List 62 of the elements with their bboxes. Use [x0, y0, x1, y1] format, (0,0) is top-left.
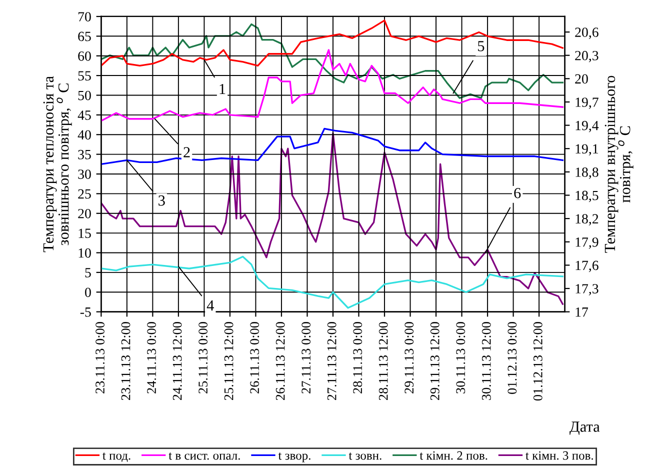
y-tick-label: 25 — [78, 189, 91, 199]
legend-label: t зовн. — [348, 452, 382, 460]
y2-tick-label: 20,6 — [575, 28, 598, 39]
x-tick-label: 23.11.13 0:00 — [96, 322, 105, 394]
annotation: 6 — [514, 188, 521, 198]
x-tick-label: 01.12.13 0:00 — [508, 322, 517, 394]
x-tick-label: 30.11.13 0:00 — [456, 322, 466, 394]
x-tick-label: 23.11.13 12:00 — [121, 322, 130, 400]
annotation: 1 — [220, 84, 226, 94]
annotation: 4 — [206, 300, 214, 310]
y-tick-label: 55 — [78, 71, 91, 81]
x-tick-label: 27.11.13 0:00 — [302, 322, 311, 394]
y-tick-label: 35 — [78, 150, 91, 160]
x-tick-label: 25.11.13 12:00 — [224, 322, 234, 400]
y-tick-label: 30 — [78, 170, 91, 179]
y-tick-label: 50 — [78, 90, 91, 100]
x-tick-label: 01.12.13 12:00 — [533, 322, 542, 401]
x-tick-label: 28.11.13 0:00 — [353, 322, 362, 394]
y2-tick-label: 18,2 — [576, 214, 598, 226]
y-tick-label: 40 — [78, 130, 91, 140]
y-axis-title: Температури теплоносія та зовнішнього повітря, $^{o}$ С — [43, 76, 72, 252]
y2-tick-label: 17 — [576, 307, 588, 317]
y2-tick-label: 20 — [575, 74, 588, 84]
x-tick-label: 27.11.13 12:00 — [327, 322, 336, 400]
y2-tick-label: 17,6 — [576, 260, 598, 272]
legend-label: t в сист. опал. — [168, 452, 240, 460]
y-tick-label: 15 — [78, 228, 91, 238]
y-tick-label: 70 — [78, 12, 91, 22]
y2-tick-label: 17,9 — [576, 237, 598, 249]
x-tick-label: 29.11.13 12:00 — [430, 322, 440, 400]
y2-tick-label: 19,7 — [576, 98, 598, 109]
y-tick-label: 20 — [78, 208, 91, 218]
y-tick-label: 45 — [78, 110, 91, 120]
y-tick-label: -5 — [80, 308, 91, 317]
annotation: 2 — [184, 147, 190, 158]
y-tick-label: 5 — [85, 268, 91, 278]
y2-tick-label: 17,3 — [576, 284, 598, 296]
y-tick-label: 0 — [85, 288, 91, 298]
y2-tick-label: 19,1 — [576, 144, 598, 156]
legend-label: t под. — [102, 452, 130, 462]
x-tick-label: 24.11.13 0:00 — [147, 322, 156, 394]
x-tick-label: 26.11.13 0:00 — [250, 322, 260, 394]
x-tick-label: 25.11.13 0:00 — [198, 322, 208, 394]
x-tick-label: 29.11.13 0:00 — [404, 322, 414, 394]
y-tick-label: 60 — [78, 51, 91, 61]
y2-tick-label: 19,4 — [576, 120, 599, 132]
y-tick-label: 10 — [78, 248, 91, 258]
x-tick-label: 24.11.13 12:00 — [172, 322, 182, 400]
legend-label: t звор. — [278, 452, 310, 462]
y-tick-label: 65 — [78, 32, 91, 42]
legend-label: t кімн. 3 пов. — [526, 451, 593, 460]
annotation: 5 — [478, 41, 484, 52]
y2-tick-label: 18,5 — [576, 190, 598, 202]
y2-axis-title: Температури внутрішнього повітря, $^{o}$ С — [604, 76, 634, 253]
x-tick-label: 28.11.13 12:00 — [378, 322, 388, 400]
x-axis-title: Дата — [570, 422, 600, 435]
legend-label: t кімн. 2 пов. — [420, 451, 488, 460]
y2-tick-label: 18,8 — [576, 168, 598, 179]
y2-tick-label: 20,3 — [575, 50, 598, 62]
annotation: 3 — [158, 195, 165, 206]
x-tick-label: 26.11.13 12:00 — [276, 322, 285, 400]
x-tick-label: 30.11.13 12:00 — [482, 322, 491, 400]
